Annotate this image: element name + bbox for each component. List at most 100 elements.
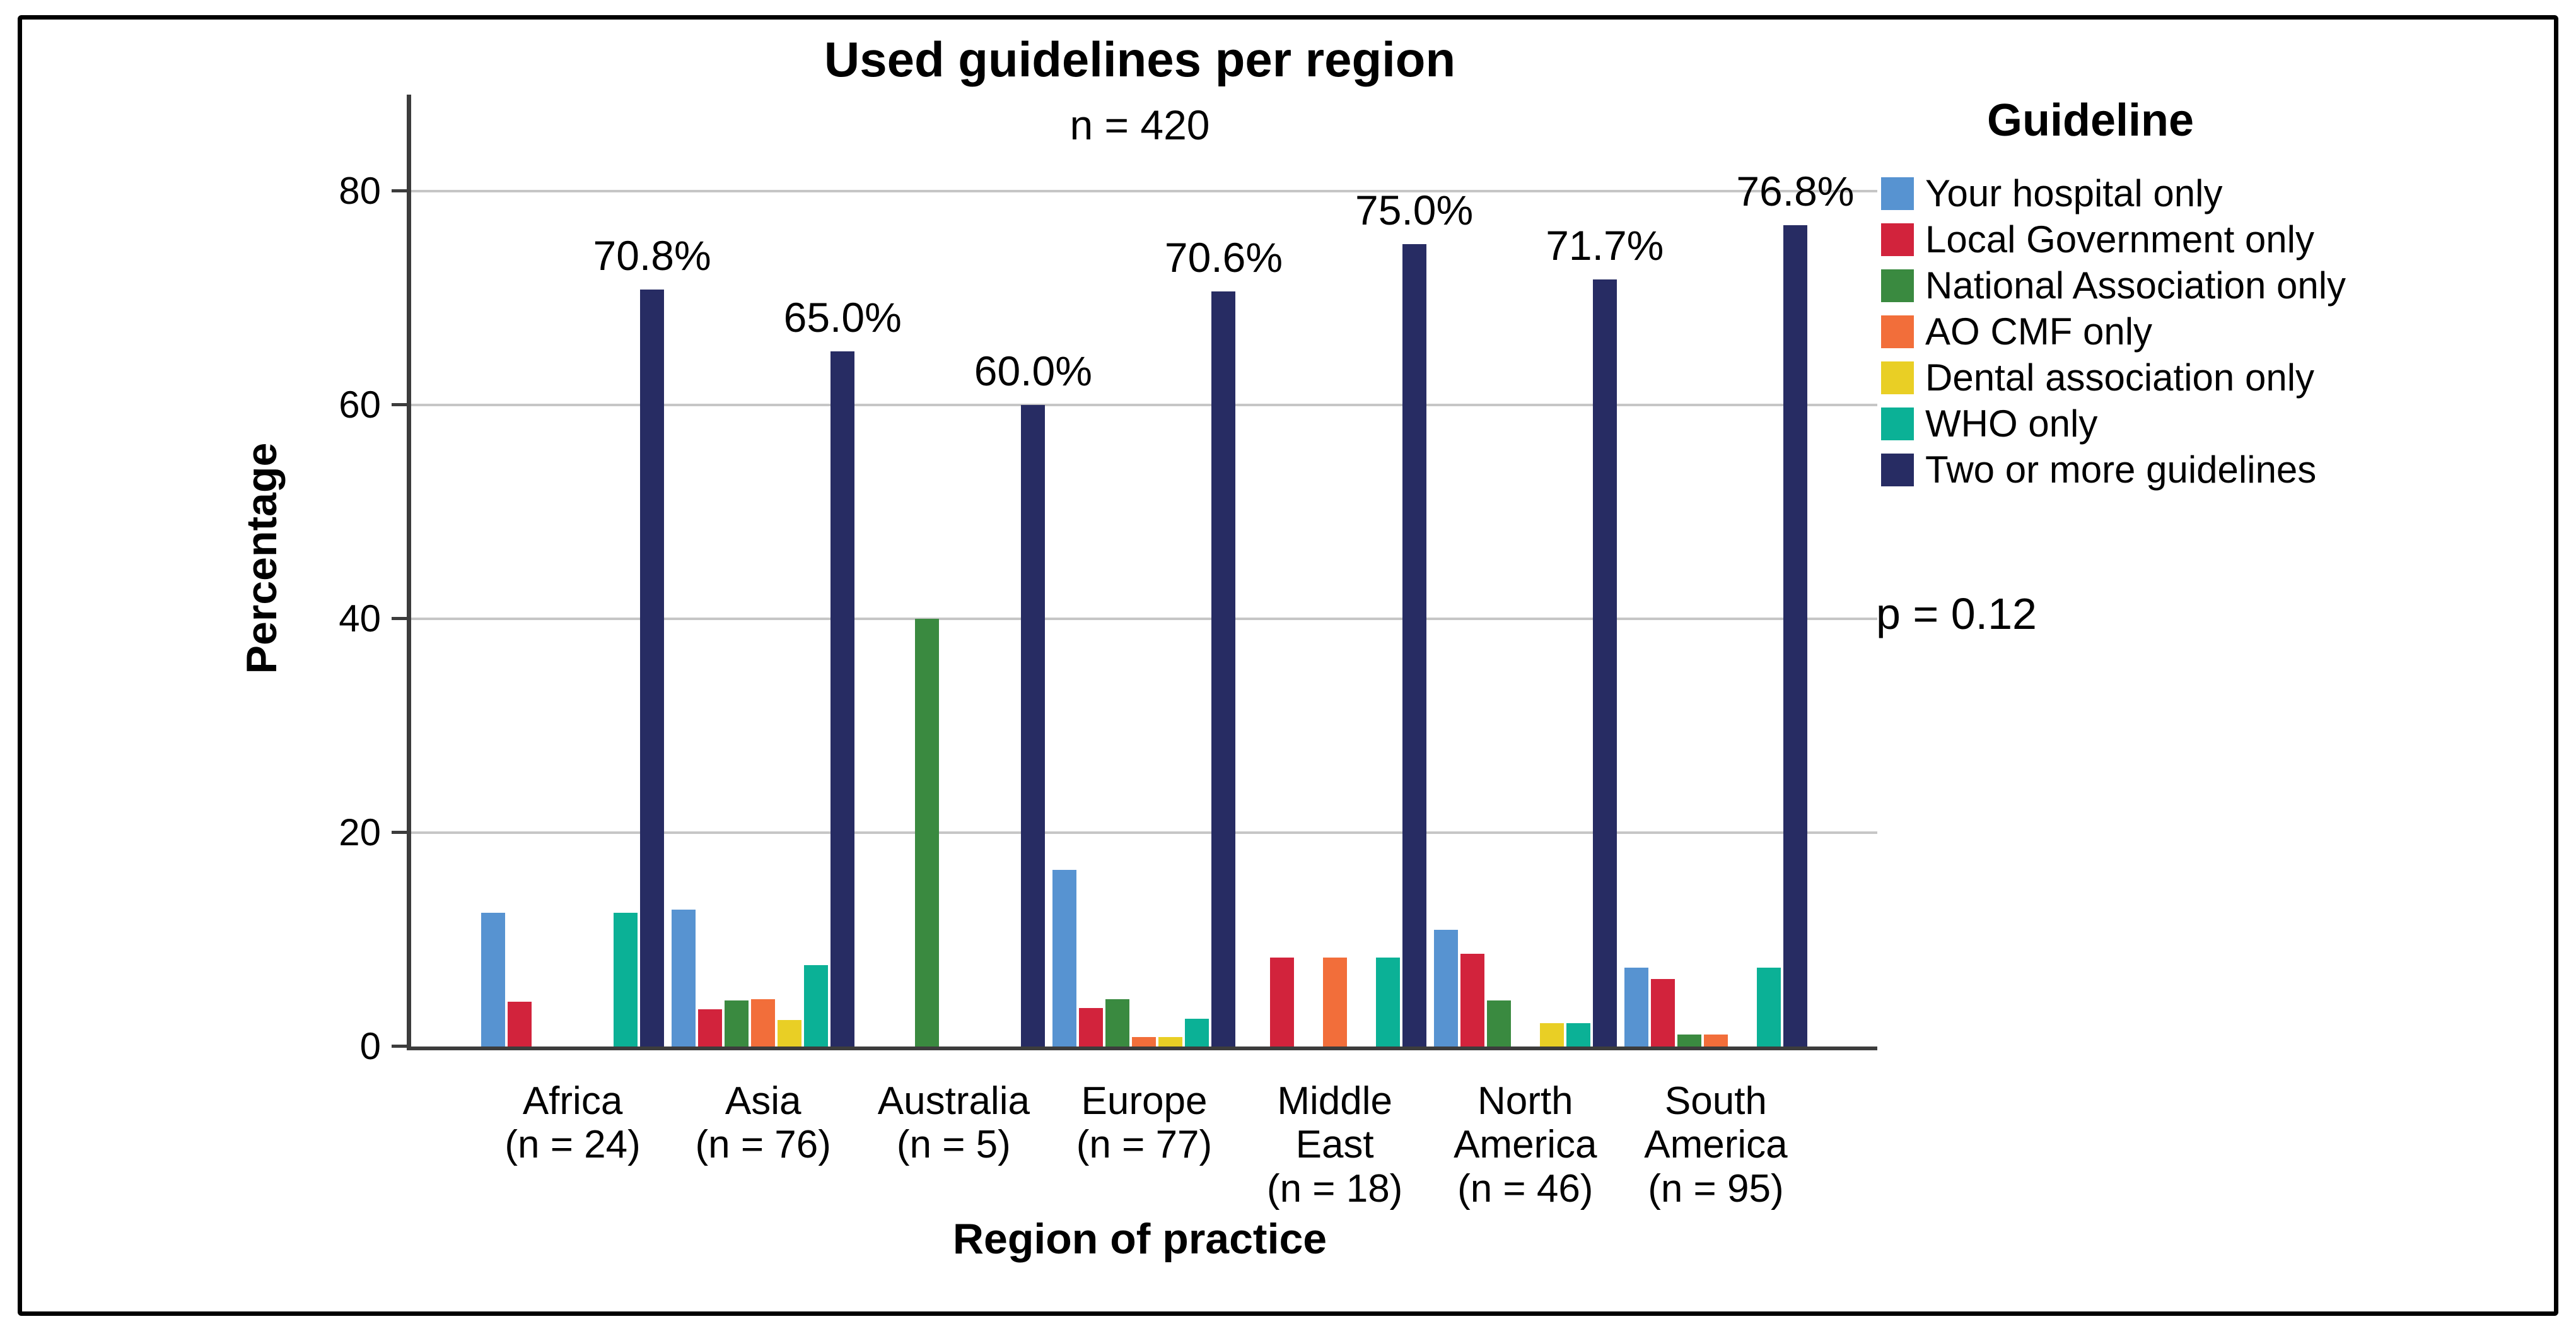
legend-item-local-government-only: Local Government only [1881, 216, 2543, 262]
bar-group-middle-east: 75.0% [1240, 95, 1473, 1047]
bar-your-hospital-only [481, 913, 506, 1047]
bar-who-only [614, 913, 638, 1047]
bar-national-association-only [725, 1000, 749, 1047]
bar-two-or-more-guidelines: 60.0% [974, 348, 1092, 1047]
bar-who-only [804, 965, 829, 1047]
legend-item-label: Dental association only [1925, 356, 2315, 399]
plot-area: 0 20 40 60 80 70.8% 65.0% 60.0% 70.6% 75.0% 71.7%… [339, 95, 1877, 1211]
legend-item-label: National Association only [1925, 264, 2346, 307]
bar-group-south-america: 76.8% [1621, 95, 1854, 1047]
bar-two-or-more-guidelines: 70.6% [1165, 234, 1283, 1047]
gridline-80 [411, 189, 1877, 192]
x-tick-label-north-america: North America (n = 46) [1454, 1079, 1597, 1211]
bar-dental-association-only [1158, 1036, 1183, 1047]
y-tick-label-40: 40 [339, 597, 381, 640]
legend-item-label: AO CMF only [1925, 310, 2153, 353]
legend-swatch-icon [1881, 315, 1914, 348]
gridline-60 [411, 403, 1877, 406]
figure-border [18, 15, 2558, 1316]
bar-dental-association-only [1539, 1023, 1564, 1047]
legend-item-ao-cmf-only: AO CMF only [1881, 308, 2543, 355]
bar-local-government-only [1460, 953, 1484, 1047]
y-tick-label-80: 80 [339, 169, 381, 212]
legend-item-national-association-only: National Association only [1881, 262, 2543, 308]
legend-item-label: Local Government only [1925, 218, 2314, 261]
bar-local-government-only [1269, 958, 1294, 1047]
bar-group-asia: 65.0% [668, 95, 902, 1047]
chart-title: Used guidelines per region [824, 32, 1456, 87]
bar-two-or-more-guidelines: 76.8% [1736, 168, 1854, 1047]
bar-national-association-only [915, 618, 940, 1047]
bar-local-government-only [1650, 979, 1675, 1047]
x-tick-label-south-america: South America (n = 95) [1644, 1079, 1788, 1211]
y-tick-mark-0 [392, 1045, 407, 1048]
bar-group-north-america: 71.7% [1430, 95, 1664, 1047]
bar-your-hospital-only [1624, 967, 1648, 1047]
y-tick-label-60: 60 [339, 383, 381, 426]
y-axis-title: Percentage [238, 442, 286, 674]
y-tick-mark-40 [392, 616, 407, 620]
bar-national-association-only [1105, 999, 1130, 1047]
y-tick-mark-60 [392, 402, 407, 406]
bar-who-only [1375, 958, 1400, 1047]
legend-item-label: WHO only [1925, 402, 2098, 445]
y-tick-label-0: 0 [359, 1025, 381, 1067]
bar-value-label: 60.0% [974, 347, 1092, 394]
legend-item-your-hospital-only: Your hospital only [1881, 170, 2543, 216]
x-axis-tick-labels: Africa (n = 24) Asia (n = 76) Australia (n… [411, 1079, 1877, 1211]
legend-swatch-icon [1881, 223, 1914, 256]
chart-subtitle: n = 420 [1069, 101, 1210, 148]
y-tick-mark-20 [392, 830, 407, 834]
bar-value-label: 70.6% [1164, 233, 1283, 281]
bar-value-label: 65.0% [783, 293, 902, 341]
bar-who-only [1185, 1018, 1209, 1047]
bar-national-association-only [1486, 1000, 1511, 1047]
y-tick-mark-80 [392, 189, 407, 192]
bar-two-or-more-guidelines: 75.0% [1355, 187, 1473, 1047]
x-tick-label-africa: Africa (n = 24) [504, 1079, 641, 1167]
bar-group-europe: 70.6% [1049, 95, 1283, 1047]
legend-item-label: Your hospital only [1925, 172, 2223, 214]
legend-item-two-or-more-guidelines: Two or more guidelines [1881, 447, 2543, 493]
bar-group-australia: 60.0% [858, 95, 1092, 1047]
legend: Guideline Your hospital only Local Govern… [1881, 95, 2543, 493]
bar-ao-cmf-only [1703, 1035, 1728, 1047]
bar-two-or-more-guidelines: 71.7% [1546, 222, 1664, 1047]
y-tick-label-20: 20 [339, 811, 381, 853]
bar-value-label: 76.8% [1736, 167, 1855, 214]
legend-item-label: Two or more guidelines [1925, 449, 2317, 491]
legend-swatch-icon [1881, 177, 1914, 210]
gridline-20 [411, 831, 1877, 834]
legend-item-dental-association-only: Dental association only [1881, 355, 2543, 401]
legend-items: Your hospital only Local Government only N… [1881, 170, 2543, 493]
bar-ao-cmf-only [1132, 1036, 1157, 1047]
bar-two-or-more-guidelines: 65.0% [784, 294, 902, 1047]
bar-your-hospital-only [1433, 930, 1458, 1047]
x-tick-label-europe: Europe (n = 77) [1076, 1079, 1213, 1167]
gridline-40 [411, 617, 1877, 620]
legend-item-who-only: WHO only [1881, 401, 2543, 447]
bar-two-or-more-guidelines: 70.8% [593, 232, 711, 1047]
legend-swatch-icon [1881, 269, 1914, 302]
bar-value-label: 71.7% [1546, 222, 1664, 269]
bar-group-africa: 70.8% [477, 95, 711, 1047]
bar-ao-cmf-only [751, 999, 776, 1047]
x-axis-title: Region of practice [952, 1215, 1327, 1263]
x-tick-label-asia: Asia (n = 76) [695, 1079, 831, 1167]
legend-title: Guideline [1987, 95, 2194, 146]
bar-value-label: 70.8% [593, 232, 711, 279]
bar-local-government-only [698, 1009, 723, 1047]
bar-who-only [1566, 1023, 1590, 1047]
bar-who-only [1756, 967, 1781, 1047]
bar-local-government-only [508, 1001, 532, 1047]
bar-your-hospital-only [1052, 870, 1077, 1047]
x-tick-label-middle-east: Middle East (n = 18) [1266, 1079, 1403, 1211]
bar-your-hospital-only [672, 909, 696, 1047]
bar-groups-layer: 70.8% 65.0% 60.0% 70.6% 75.0% 71.7% 76.8% [411, 95, 1877, 1047]
bar-dental-association-only [778, 1019, 802, 1047]
legend-swatch-icon [1881, 453, 1914, 486]
title-block: Used guidelines per region n = 420 [407, 32, 1873, 149]
bar-national-association-only [1677, 1035, 1701, 1047]
p-value-annotation: p = 0.12 [1876, 589, 2037, 638]
